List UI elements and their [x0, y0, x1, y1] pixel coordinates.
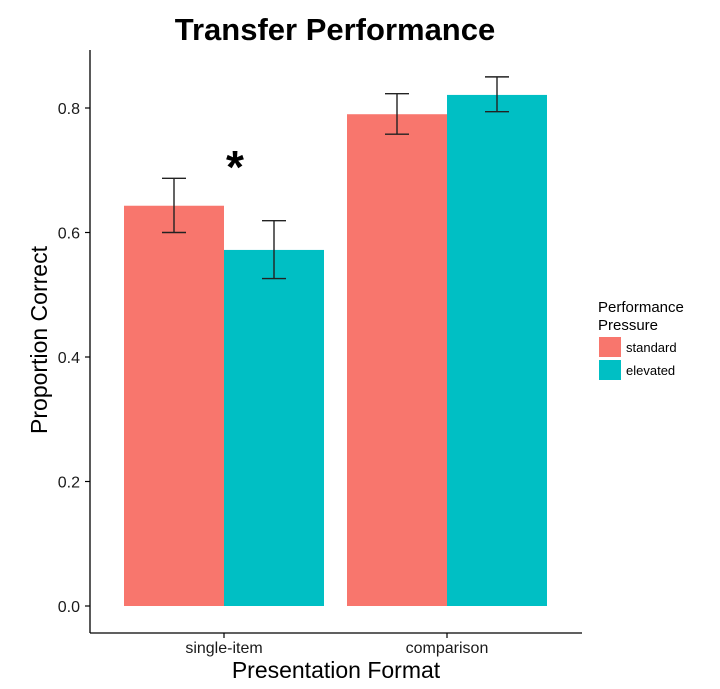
- bars-group: [124, 94, 547, 607]
- legend-swatch-standard: [599, 337, 621, 357]
- legend-label-elevated: elevated: [626, 363, 675, 378]
- error-bars-group: [162, 76, 509, 280]
- legend: Performance Pressure standard elevated: [598, 299, 684, 380]
- bar-standard-single-item: [124, 205, 224, 607]
- y-tick-label: 0.4: [58, 350, 80, 367]
- y-tick-label: 0.0: [58, 599, 80, 616]
- x-ticks-group: single-item comparison: [185, 633, 488, 657]
- legend-label-standard: standard: [626, 340, 677, 355]
- legend-swatch-elevated: [599, 360, 621, 380]
- significance-asterisk: *: [226, 141, 244, 193]
- y-ticks-group: 0.0 0.2 0.4 0.6 0.8: [58, 101, 90, 616]
- y-tick-label: 0.8: [58, 101, 80, 118]
- bar-elevated-comparison: [447, 94, 547, 607]
- x-axis-title: Presentation Format: [232, 657, 441, 683]
- bar-standard-comparison: [347, 114, 447, 606]
- y-tick-label: 0.2: [58, 475, 80, 492]
- y-axis-title: Proportion Correct: [26, 245, 52, 434]
- error-bar-elevated-single-item: [262, 219, 286, 280]
- bar-elevated-single-item: [224, 249, 324, 606]
- error-bar-standard-comparison: [385, 92, 409, 135]
- x-tick-label-comparison: comparison: [406, 640, 489, 657]
- annotations-group: *: [226, 141, 244, 193]
- error-bar-standard-single-item: [162, 177, 186, 234]
- x-tick-label-single-item: single-item: [185, 640, 262, 657]
- error-bar-elevated-comparison: [485, 76, 509, 113]
- legend-title-line-1: Performance: [598, 299, 684, 316]
- chart-title: Transfer Performance: [175, 12, 495, 47]
- legend-title-line-2: Pressure: [598, 317, 658, 334]
- y-tick-label: 0.6: [58, 226, 80, 243]
